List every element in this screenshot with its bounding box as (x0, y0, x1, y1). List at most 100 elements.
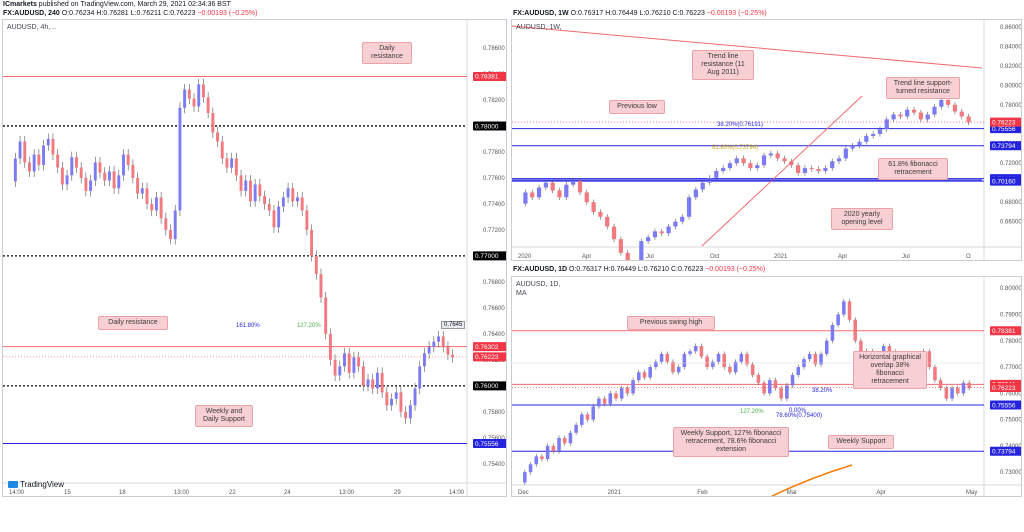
candle-body (333, 359, 337, 376)
candle-body (18, 141, 22, 159)
candle-body (671, 361, 675, 373)
chart-pane-4h[interactable]: 0.786000.784000.782000.778000.776000.774… (2, 19, 507, 497)
candle-body (602, 398, 607, 404)
candle-body (361, 366, 365, 386)
candle-body (790, 374, 795, 386)
candle-body (807, 353, 812, 360)
candle-body (625, 388, 630, 394)
candle-body (676, 367, 681, 373)
candle-body (523, 472, 527, 483)
chart-pane-weekly[interactable]: 0.860000.840000.820000.800000.780000.740… (511, 19, 1022, 261)
x-tick-label: Apr (582, 254, 591, 260)
y-tick-label: 0.76800 (483, 280, 505, 286)
callout-weekly-daily-support-text: Weekly and Daily Support (202, 408, 246, 423)
x-tick-label: Apr (876, 490, 885, 496)
candle-body (646, 237, 651, 242)
candle-body (762, 382, 766, 394)
candle-body (648, 367, 652, 378)
candle-body (574, 424, 578, 433)
level-tag-bg (473, 121, 506, 131)
candle-body (305, 210, 309, 230)
candle-body (639, 241, 644, 260)
candle-body (577, 180, 583, 193)
level-tag-bg (473, 251, 506, 261)
callout-weekly-support: Weekly Support (828, 435, 894, 449)
candle-body (557, 438, 561, 452)
pane3-symbol: FX:AUDUSD, 1D (513, 266, 568, 273)
candle-body (733, 361, 738, 373)
x-tick-label: 2021 (774, 254, 788, 260)
x-tick-label: 18 (119, 490, 126, 496)
chart-pane-daily[interactable]: 0.80000 0.79000 0.78000 0.77000 0.76000 0.750… (511, 276, 1022, 497)
candle-body (905, 109, 910, 117)
y-tick-label: 0.66000 (1000, 220, 1022, 226)
candle-body (338, 366, 342, 376)
candle-body (823, 168, 828, 172)
candle-body (819, 353, 823, 365)
candle-body (530, 192, 535, 198)
candle-body (891, 114, 896, 120)
candle-body (756, 374, 761, 383)
candle-body (850, 145, 855, 149)
fib-618-label-weekly: 61.80%(0.73794) (712, 145, 759, 151)
candle-body (843, 148, 848, 159)
candle-body (234, 158, 238, 176)
x-tick-label: Jul (646, 254, 654, 260)
candle-body (884, 119, 889, 130)
callout-previous-swing-high: Previous swing high (627, 316, 715, 330)
candle-body (404, 411, 408, 419)
callout-2020-opening: 2020 yearly opening level (831, 208, 893, 230)
y-tick-label: 0.78000 (1000, 339, 1022, 345)
trend-line-resistance (512, 25, 983, 69)
y-tick-label: 0.78000 (1000, 103, 1022, 109)
publisher-rest: published on TradingView.com, March 29, … (36, 1, 231, 8)
callout-weekly-support-fib: Weekly Support, 127% fibonacci retraceme… (673, 427, 789, 457)
candle-body (927, 351, 932, 368)
candle-body (357, 357, 361, 367)
candle-body (352, 357, 356, 373)
pane3-indicator-label: MA (516, 290, 527, 297)
y-tick-label: 0.77000 (1000, 365, 1022, 371)
price-tag-text: 0.76223 (992, 119, 1016, 126)
callout-trend-support-turned-resistance: Trend line support-turned resistance (886, 77, 960, 99)
candle-body (159, 197, 163, 219)
candle-body (239, 175, 243, 191)
candle-body (619, 388, 624, 399)
candle-body (324, 297, 328, 334)
pane2-symbol: FX:AUDUSD, 1W (513, 10, 569, 17)
candle-body (540, 456, 544, 460)
candle-body (84, 177, 88, 191)
pane2-symbol-label: AUDUSD, 1W, (516, 24, 562, 31)
y-tick-label: 0.75800 (483, 410, 505, 416)
callout-trend-line-resistance: Trend line resistance (11 Aug 2011) (692, 50, 754, 80)
y-tick-label: 0.77200 (483, 228, 505, 234)
candle-body (568, 432, 573, 444)
candle-body (932, 106, 937, 115)
candle-body (779, 388, 783, 399)
candle-body (441, 336, 445, 347)
candle-body (211, 112, 215, 133)
candle-body (711, 361, 715, 368)
candle-body (310, 229, 314, 256)
candle-body (944, 388, 949, 399)
x-tick-label: 13:00 (174, 490, 190, 496)
candle-body (911, 109, 917, 113)
callout-daily-resistance-mid-text: Daily resistance (108, 319, 158, 326)
pane2-change: −0.00193 (−0.25%) (706, 10, 767, 17)
candle-body (347, 353, 351, 373)
y-tick-label: 0.77600 (483, 176, 505, 182)
candle-body (23, 141, 27, 163)
candle-body (755, 165, 760, 169)
x-tick-label: 24 (284, 490, 291, 496)
candle-body (877, 129, 883, 134)
candle-body (366, 379, 370, 386)
callout-daily-resistance-top: Daily resistance (362, 42, 412, 64)
candle-body (871, 134, 876, 136)
candle-body (93, 162, 97, 181)
candle-body (722, 353, 726, 368)
level-tag-bg (990, 176, 1021, 186)
candle-body (597, 398, 601, 407)
level-tag-text: 0.70160 (992, 178, 1016, 185)
candle-body (173, 210, 177, 240)
candle-body (150, 203, 154, 211)
